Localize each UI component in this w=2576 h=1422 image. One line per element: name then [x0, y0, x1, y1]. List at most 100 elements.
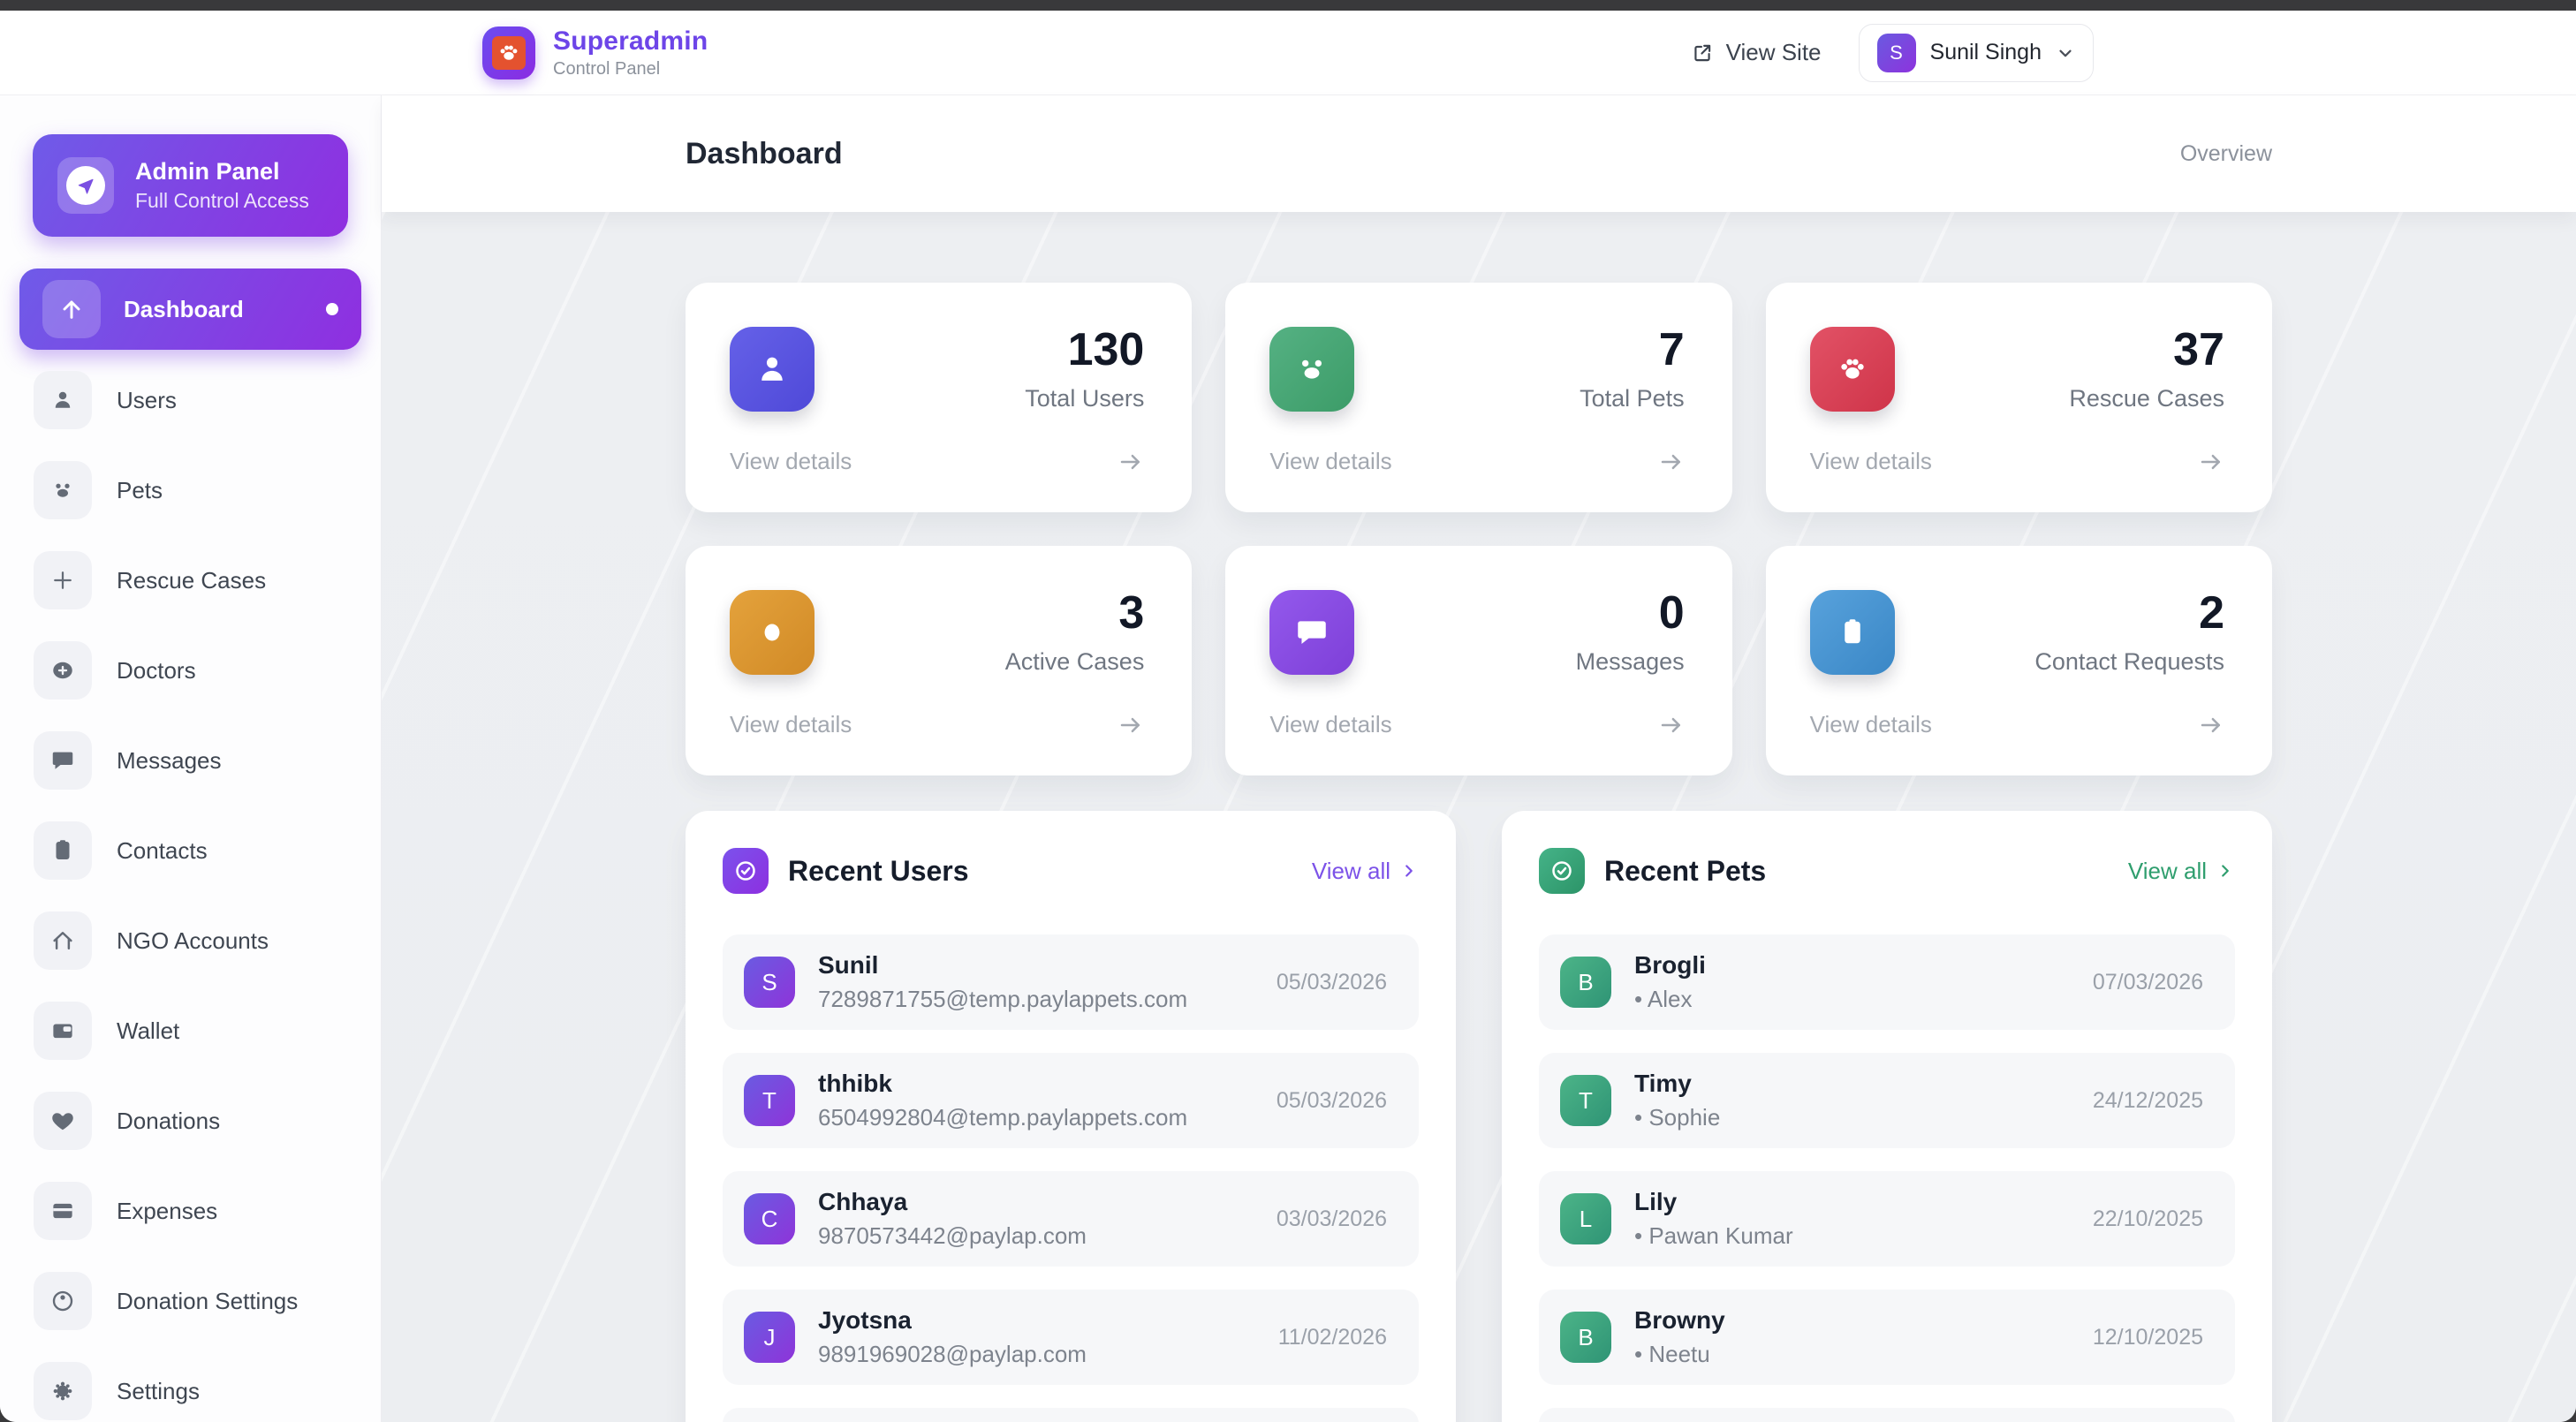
pet-list-item[interactable]: T Timy • Sophie 24/12/2025 [1539, 1053, 2235, 1148]
admin-panel-badge: Admin Panel Full Control Access [33, 134, 348, 237]
arrow-right-icon [1118, 712, 1144, 738]
heart-icon [34, 1092, 92, 1150]
pet-name: Browny [1634, 1306, 1725, 1334]
user-date: 03/03/2026 [1276, 1206, 1387, 1231]
user-email: 9891969028@paylap.com [818, 1341, 1087, 1367]
arrow-right-icon [1118, 449, 1144, 475]
user-list-item[interactable]: J Jyotsna 9891969028@paylap.com 11/02/20… [723, 1290, 1419, 1385]
section-title: Recent Pets [1604, 854, 1767, 887]
gear-icon [34, 1362, 92, 1420]
sidebar-item-rescue-cases[interactable]: Rescue Cases [19, 551, 361, 609]
pet-face-icon [1269, 327, 1355, 412]
view-details-link[interactable]: View details [730, 711, 1144, 738]
user-list-item[interactable]: T thhibk 6504992804@temp.paylappets.com … [723, 1053, 1419, 1148]
user-list-item[interactable]: S Sunil 7289871755@temp.paylappets.com 0… [723, 934, 1419, 1030]
arrow-right-icon [2198, 712, 2224, 738]
sidebar-item-ngo-accounts[interactable]: NGO Accounts [19, 911, 361, 970]
sidebar-item-wallet[interactable]: Wallet [19, 1002, 361, 1060]
sidebar-item-label: Dashboard [124, 295, 244, 322]
plus-icon [34, 551, 92, 609]
view-details-link[interactable]: View details [730, 448, 1144, 475]
pet-list-item[interactable]: L Lily • Pawan Kumar 22/10/2025 [1539, 1171, 2235, 1267]
user-email: 6504992804@temp.paylappets.com [818, 1104, 1188, 1131]
avatar: B [1560, 957, 1611, 1008]
sidebar-item-label: Donation Settings [117, 1287, 299, 1314]
pet-date: 07/03/2026 [2092, 969, 2203, 995]
user-date: 05/03/2026 [1276, 969, 1387, 995]
view-all-users-link[interactable]: View all [1312, 858, 1419, 885]
stat-label: Total Users [1025, 385, 1145, 412]
recent-users-card: Recent Users View all S [686, 811, 1456, 1422]
sidebar-item-label: Users [117, 386, 177, 413]
pet-name: Lily [1634, 1188, 1678, 1215]
user-list-item[interactable]: C Chhaya 9870573442@paylap.com 03/03/202… [723, 1171, 1419, 1267]
app-logo [482, 26, 535, 79]
chat-icon [34, 731, 92, 790]
view-details-link[interactable]: View details [1810, 711, 2224, 738]
user-list-item-partial [723, 1408, 1419, 1422]
pet-face-icon [34, 461, 92, 519]
user-name: Sunil [818, 951, 879, 979]
stat-value: 0 [1658, 587, 1685, 639]
pet-list-item[interactable]: B Brogli • Alex 07/03/2026 [1539, 934, 2235, 1030]
view-all-pets-link[interactable]: View all [2128, 858, 2235, 885]
avatar: J [744, 1312, 795, 1363]
stat-label: Total Pets [1580, 385, 1685, 412]
chevron-right-icon [2222, 865, 2229, 877]
sidebar-item-donation-settings[interactable]: Donation Settings [19, 1272, 361, 1330]
user-name: Sunil Singh [1929, 40, 2042, 64]
pet-date: 24/12/2025 [2092, 1087, 2203, 1113]
wallet-icon [34, 1002, 92, 1060]
stat-label: Messages [1575, 648, 1685, 675]
user-name: thhibk [818, 1070, 892, 1097]
sidebar-item-users[interactable]: Users [19, 371, 361, 429]
arrow-right-icon [2198, 449, 2224, 475]
pet-date: 12/10/2025 [2092, 1324, 2203, 1350]
view-details-link[interactable]: View details [1269, 448, 1684, 475]
view-details-link[interactable]: View details [1810, 448, 2224, 475]
breadcrumb: Overview [2179, 140, 2272, 166]
sidebar-item-pets[interactable]: Pets [19, 461, 361, 519]
sidebar-item-dashboard[interactable]: Dashboard [19, 269, 361, 350]
avatar: L [1560, 1193, 1611, 1244]
window-top-bar [0, 0, 2576, 11]
app-window: Superadmin Control Panel View Site S [0, 11, 2576, 1422]
user-menu-button[interactable]: S Sunil Singh [1858, 23, 2094, 82]
pet-list-item[interactable]: B Browny • Neetu 12/10/2025 [1539, 1290, 2235, 1385]
view-site-label: View Site [1725, 39, 1822, 65]
brand-subtitle: Control Panel [553, 58, 661, 79]
view-site-button[interactable]: View Site [1691, 39, 1822, 66]
sidebar-item-messages[interactable]: Messages [19, 731, 361, 790]
sidebar-item-label: Pets [117, 476, 163, 503]
sidebar-item-label: Contacts [117, 836, 208, 864]
user-name: Chhaya [818, 1188, 908, 1215]
view-details-label: View details [1809, 711, 1932, 737]
sidebar-item-expenses[interactable]: Expenses [19, 1182, 361, 1240]
send-icon [57, 157, 114, 214]
sidebar-item-label: NGO Accounts [117, 927, 269, 954]
view-all-label: View all [1311, 857, 1390, 884]
user-name: Jyotsna [818, 1306, 912, 1334]
sidebar-item-label: Messages [117, 746, 222, 774]
sidebar-item-doctors[interactable]: Doctors [19, 641, 361, 700]
view-details-link[interactable]: View details [1269, 711, 1684, 738]
avatar: C [744, 1193, 795, 1244]
card-icon [34, 1182, 92, 1240]
sidebar-item-label: Expenses [117, 1197, 218, 1224]
sidebar-item-contacts[interactable]: Contacts [19, 821, 361, 880]
sidebar-item-label: Rescue Cases [117, 566, 267, 594]
section-title: Recent Users [788, 854, 969, 887]
sidebar-item-settings[interactable]: Settings [19, 1362, 361, 1420]
person-icon [730, 327, 814, 412]
recent-pets-card: Recent Pets View all B B [1502, 811, 2272, 1422]
sidebar-item-donations[interactable]: Donations [19, 1092, 361, 1150]
sidebar-item-label: Wallet [117, 1017, 180, 1044]
chevron-right-icon [1405, 865, 1413, 877]
stat-value: 37 [2173, 324, 2224, 375]
sidebar-item-label: Settings [117, 1377, 200, 1404]
user-email: 7289871755@temp.paylappets.com [818, 986, 1188, 1012]
check-circle-icon [1539, 848, 1585, 894]
user-date: 05/03/2026 [1276, 1087, 1387, 1113]
stat-label: Active Cases [1004, 648, 1145, 675]
stats-grid: 130 Total Users View details [686, 283, 2272, 775]
